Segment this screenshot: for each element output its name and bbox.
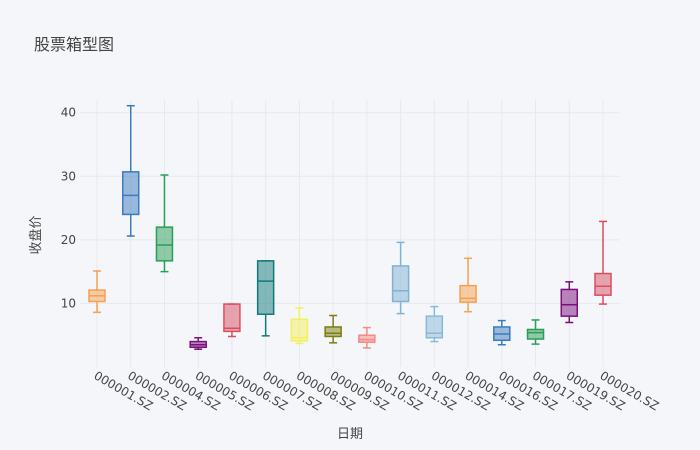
y-tick-label: 30	[61, 169, 76, 183]
box-000016.SZ[interactable]	[493, 319, 511, 346]
box-000001.SZ[interactable]	[88, 270, 106, 314]
box-000009.SZ[interactable]	[324, 314, 342, 344]
box-000012.SZ[interactable]	[425, 305, 444, 343]
box-000011.SZ[interactable]	[391, 241, 410, 315]
box-body	[290, 318, 309, 342]
x-axis-title: 日期	[337, 427, 363, 442]
y-axis-title: 收盘价	[28, 215, 44, 254]
y-axis-ticks: 10 20 30 40	[61, 106, 76, 311]
box-000002.SZ[interactable]	[121, 104, 140, 237]
x-axis-ticks: 000001.SZ000002.SZ000004.SZ000005.SZ0000…	[92, 368, 662, 413]
box-000005.SZ[interactable]	[189, 337, 207, 350]
y-tick-label: 20	[61, 233, 76, 247]
box-000008.SZ[interactable]	[290, 307, 309, 345]
box-000019.SZ[interactable]	[560, 281, 579, 324]
box-body	[324, 326, 342, 338]
box-body	[459, 284, 477, 303]
box-body	[121, 171, 140, 216]
box-000010.SZ[interactable]	[358, 326, 376, 349]
y-tick-label: 40	[61, 106, 76, 120]
box-body	[425, 315, 444, 339]
box-000004.SZ[interactable]	[155, 174, 174, 273]
box-body	[223, 303, 241, 333]
y-tick-label: 10	[61, 296, 76, 310]
box-body	[560, 288, 579, 317]
box-body	[594, 272, 612, 296]
box-000006.SZ[interactable]	[223, 303, 241, 338]
box-body	[256, 260, 275, 315]
box-body	[526, 328, 545, 340]
box-series	[88, 104, 612, 350]
box-body	[391, 265, 410, 303]
chart-title: 股票箱型图	[34, 35, 114, 54]
box-body	[155, 226, 174, 262]
box-000007.SZ[interactable]	[256, 260, 275, 337]
box-body	[358, 334, 376, 343]
box-000020.SZ[interactable]	[594, 220, 612, 305]
box-000014.SZ[interactable]	[459, 257, 477, 313]
box-000017.SZ[interactable]	[526, 319, 545, 345]
